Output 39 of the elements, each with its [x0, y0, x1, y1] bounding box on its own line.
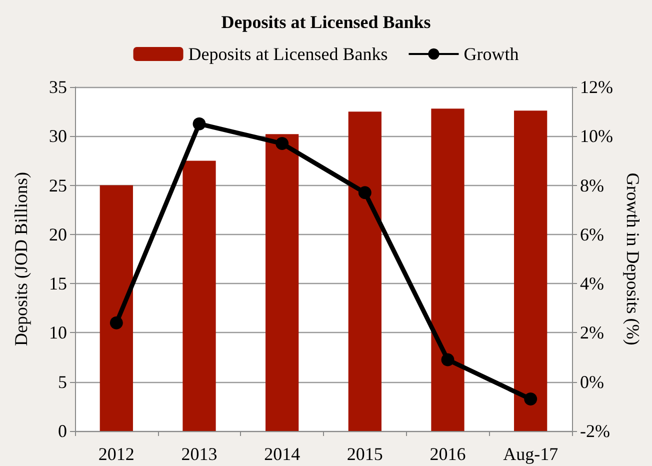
- y2-tick-label: 8%: [580, 175, 604, 196]
- x-tick-label: 2015: [346, 444, 383, 464]
- x-tick-label: 2014: [264, 444, 300, 464]
- y2-tick-label: 2%: [580, 322, 604, 343]
- point: [192, 117, 206, 130]
- y2-tick-label: 0%: [580, 372, 604, 392]
- y2-tick-label: 4%: [580, 274, 604, 294]
- bar: [514, 110, 548, 431]
- y2-tick-label: -2%: [580, 421, 610, 441]
- y-tick-label: 35: [49, 77, 67, 97]
- bar: [266, 134, 299, 431]
- x-tick-label: 2016: [430, 444, 466, 464]
- legend-label: Growth: [464, 44, 519, 64]
- point: [358, 186, 372, 200]
- y-tick-label: 30: [49, 126, 67, 146]
- bar: [182, 160, 216, 431]
- legend-label: Deposits at Licensed Banks: [188, 44, 388, 64]
- y2-tick-label: 10%: [580, 126, 613, 146]
- y-tick-label: 25: [49, 175, 67, 196]
- x-tick-label: Aug-17: [503, 444, 558, 464]
- bar: [348, 112, 382, 431]
- point: [276, 137, 289, 150]
- y2-tick-label: 12%: [580, 77, 613, 97]
- x-tick-label: 2013: [181, 444, 218, 464]
- point: [524, 392, 538, 406]
- point: [441, 353, 454, 366]
- point: [110, 316, 123, 330]
- y-tick-label: 5: [58, 372, 67, 392]
- x-tick-label: 2012: [98, 444, 134, 464]
- bar: [100, 185, 133, 431]
- chart-title: Deposits at Licensed Banks: [221, 12, 431, 32]
- bar: [431, 108, 464, 431]
- y-tick-label: 0: [58, 421, 67, 441]
- y-axis-title: Deposits (JOD Billions): [11, 172, 31, 346]
- y2-tick-label: 6%: [580, 224, 604, 244]
- y2-axis-title: Growth in Deposits (%): [622, 172, 643, 346]
- y-tick-label: 10: [49, 322, 67, 343]
- y-tick-label: 20: [49, 224, 67, 244]
- y-tick-label: 15: [49, 274, 67, 294]
